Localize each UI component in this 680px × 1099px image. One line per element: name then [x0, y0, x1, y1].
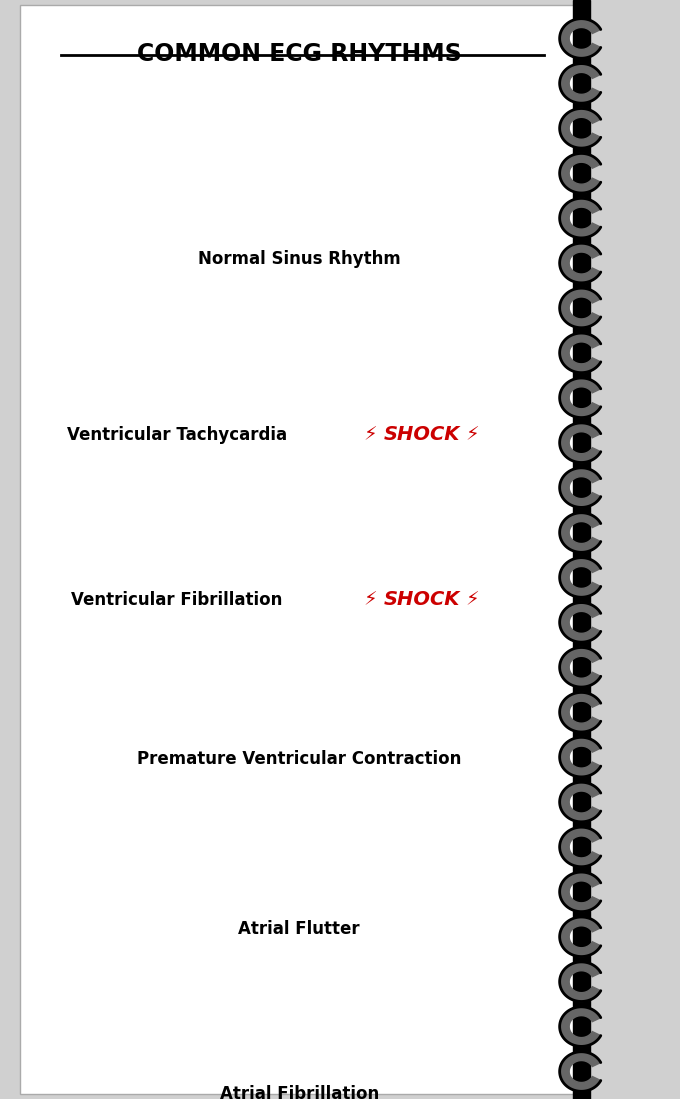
Polygon shape: [560, 873, 601, 912]
Text: SHOCK: SHOCK: [384, 590, 460, 609]
Text: ⚡: ⚡: [364, 425, 377, 444]
Polygon shape: [560, 19, 601, 58]
Polygon shape: [560, 64, 601, 103]
Text: Atrial Fibrillation: Atrial Fibrillation: [220, 1085, 379, 1099]
Polygon shape: [560, 782, 601, 822]
Text: Ventricular Tachycardia: Ventricular Tachycardia: [67, 425, 287, 444]
Bar: [573, 0, 590, 1099]
Polygon shape: [560, 378, 601, 418]
Polygon shape: [560, 917, 601, 956]
Polygon shape: [560, 692, 601, 732]
Polygon shape: [560, 557, 601, 597]
Polygon shape: [560, 423, 601, 463]
Text: Premature Ventricular Contraction: Premature Ventricular Contraction: [137, 750, 462, 768]
Polygon shape: [560, 333, 601, 373]
Text: ⚡: ⚡: [466, 590, 479, 609]
Polygon shape: [560, 962, 601, 1001]
Polygon shape: [560, 513, 601, 553]
Polygon shape: [560, 1052, 601, 1091]
Text: COMMON ECG RHYTHMS: COMMON ECG RHYTHMS: [137, 42, 462, 66]
Text: ⚡: ⚡: [466, 425, 479, 444]
FancyBboxPatch shape: [20, 5, 575, 1094]
Polygon shape: [560, 1007, 601, 1046]
Polygon shape: [560, 737, 601, 777]
Polygon shape: [560, 647, 601, 687]
Polygon shape: [560, 109, 601, 148]
Polygon shape: [560, 198, 601, 237]
Polygon shape: [560, 243, 601, 282]
Polygon shape: [560, 602, 601, 642]
Text: ⚡: ⚡: [364, 590, 377, 609]
Polygon shape: [560, 468, 601, 508]
Text: SHOCK: SHOCK: [384, 425, 460, 444]
Polygon shape: [560, 154, 601, 193]
Text: Atrial Flutter: Atrial Flutter: [239, 920, 360, 939]
Text: Ventricular Fibrillation: Ventricular Fibrillation: [71, 590, 282, 609]
Polygon shape: [560, 288, 601, 328]
Text: Normal Sinus Rhythm: Normal Sinus Rhythm: [198, 249, 401, 268]
Polygon shape: [560, 828, 601, 867]
